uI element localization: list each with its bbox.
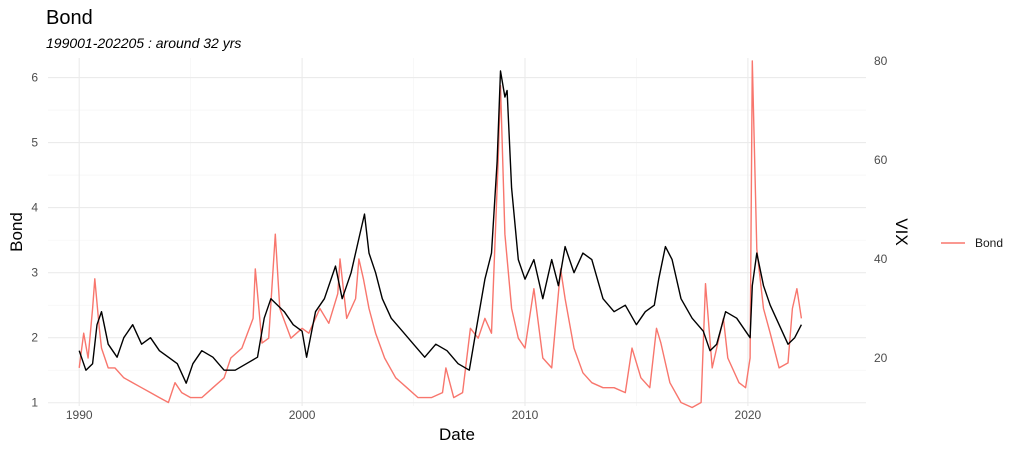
y-tick-label: 6 xyxy=(31,71,38,85)
y2-tick-label: 20 xyxy=(874,351,888,365)
series-line-vix xyxy=(78,60,803,409)
y-axis-ticks: 1 2 3 4 5 6 xyxy=(31,71,38,410)
y2-axis-ticks: 20 40 60 80 xyxy=(874,54,888,365)
y-tick-label: 4 xyxy=(31,201,38,215)
legend-label: Bond xyxy=(975,236,1003,250)
y2-tick-label: 40 xyxy=(874,252,888,266)
y-tick-label: 1 xyxy=(31,396,38,410)
y-axis-title: Bond xyxy=(7,212,26,252)
x-axis-title: Date xyxy=(439,425,475,444)
series-layer xyxy=(78,60,803,409)
legend: Bond xyxy=(941,236,1003,250)
series-line-bond xyxy=(78,70,803,384)
x-tick-label: 2020 xyxy=(735,408,762,422)
x-tick-label: 2000 xyxy=(289,408,316,422)
x-tick-label: 2010 xyxy=(512,408,539,422)
grid xyxy=(48,58,866,406)
y-tick-label: 5 xyxy=(31,136,38,150)
x-axis-ticks: 1990 2000 2010 2020 xyxy=(66,408,762,422)
y-tick-label: 3 xyxy=(31,266,38,280)
x-tick-label: 1990 xyxy=(66,408,93,422)
y2-tick-label: 60 xyxy=(874,153,888,167)
y-tick-label: 2 xyxy=(31,331,38,345)
y2-tick-label: 80 xyxy=(874,54,888,68)
chart-title: Bond xyxy=(46,7,93,29)
y2-axis-title: VIX xyxy=(892,218,911,245)
chart-subtitle: 199001-202205 : around 32 yrs xyxy=(46,35,241,51)
plot-area xyxy=(48,58,866,409)
